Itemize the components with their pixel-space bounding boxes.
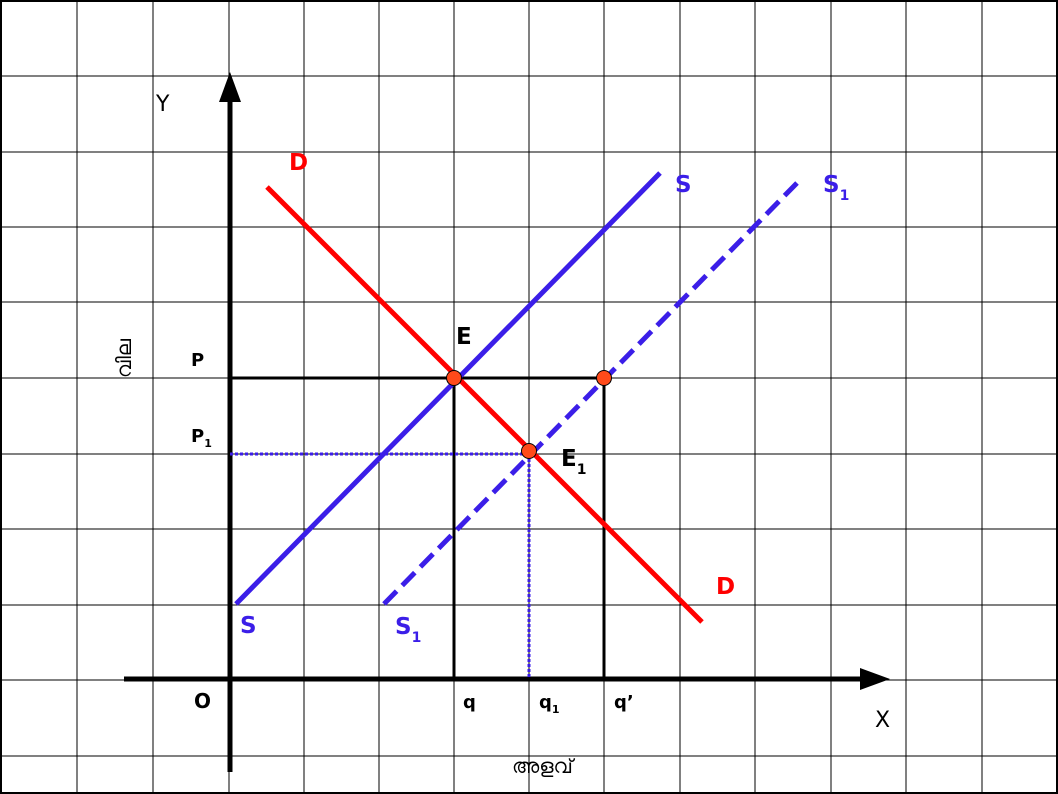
- y-axis-arrow: [219, 72, 241, 102]
- supply-label-bottom: S: [240, 613, 257, 639]
- supply1-label-bottom: S1: [395, 614, 421, 646]
- quantity-q1-label: q1: [539, 692, 560, 716]
- x-axis-arrow: [860, 668, 890, 690]
- supply-label-top: S: [675, 172, 692, 198]
- equilibrium-e1-label: E1: [561, 446, 586, 478]
- equilibrium-point-e: [446, 370, 462, 386]
- demand-curve: [265, 185, 704, 624]
- supply-curve: [234, 171, 662, 606]
- x-axis-label: X: [875, 708, 890, 733]
- price-p-label: P: [191, 350, 204, 371]
- equilibrium-point-e1: [521, 443, 537, 459]
- x-axis-title: അളവ്: [512, 754, 576, 778]
- supply1-label-top: S1: [823, 172, 849, 204]
- demand-label-top: D: [289, 150, 308, 176]
- y-axis-title: വില: [112, 338, 136, 378]
- point-q-prime: [596, 370, 612, 386]
- equilibrium-e-label: E: [456, 324, 472, 350]
- supply-curve-shifted: [382, 181, 799, 606]
- origin-label: O: [194, 689, 211, 713]
- demand-label-bottom: D: [716, 574, 735, 600]
- y-axis-label: Y: [155, 92, 170, 117]
- price-p1-label: P1: [191, 426, 212, 450]
- quantity-q-label: q: [463, 692, 476, 713]
- quantity-q-prime-label: q’: [614, 692, 634, 713]
